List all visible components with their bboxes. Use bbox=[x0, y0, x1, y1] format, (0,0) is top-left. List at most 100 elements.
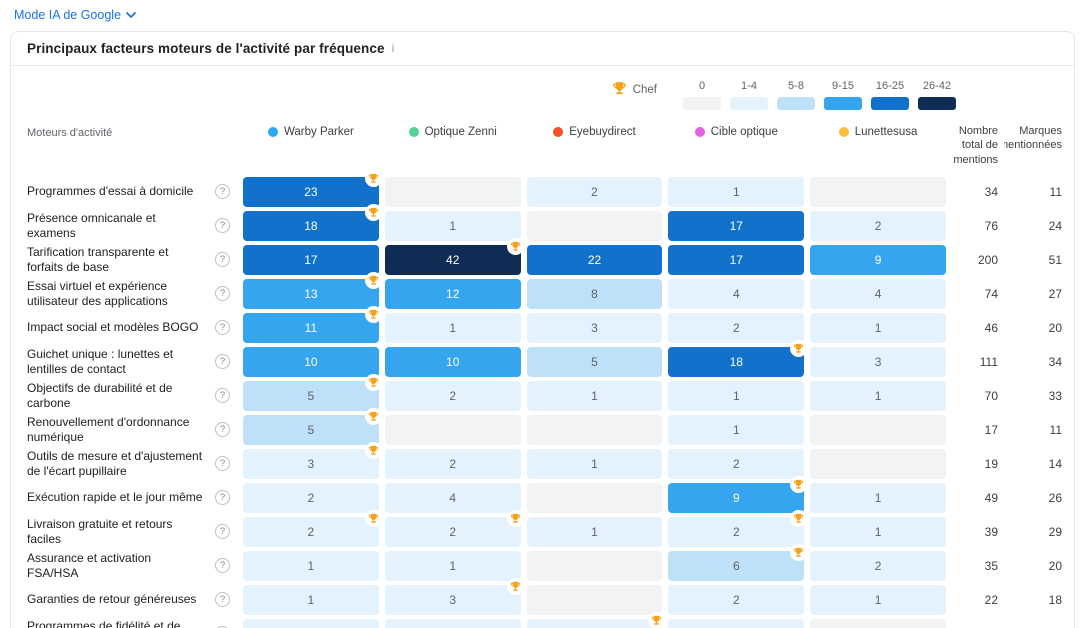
card-title-row: Principaux facteurs moteurs de l'activit… bbox=[11, 32, 1074, 66]
heatmap-cell[interactable] bbox=[384, 176, 521, 207]
brands-mentioned-value: 20 bbox=[1048, 558, 1062, 573]
heatmap-cell[interactable]: 1 bbox=[243, 584, 379, 615]
heatmap-cell[interactable]: 12 bbox=[384, 278, 521, 309]
heatmap-cell[interactable]: 1 bbox=[243, 550, 379, 581]
heatmap-cell[interactable]: 2 bbox=[668, 584, 805, 615]
legend-bin-1-4: 1-4 bbox=[730, 80, 768, 110]
help-icon[interactable]: ? bbox=[215, 354, 230, 370]
heatmap-cell[interactable] bbox=[526, 414, 663, 445]
heatmap-cell[interactable]: 1 bbox=[384, 210, 521, 241]
heatmap-cell[interactable]: 17 bbox=[243, 244, 379, 275]
heatmap-cell[interactable]: 11 bbox=[243, 305, 382, 343]
info-icon[interactable]: i bbox=[391, 40, 395, 55]
heatmap-cell[interactable]: 10 bbox=[243, 346, 379, 377]
heatmap-cell[interactable] bbox=[810, 414, 946, 445]
heatmap-cell[interactable]: 18 bbox=[668, 339, 808, 377]
heatmap-cell[interactable]: 4 bbox=[810, 278, 946, 309]
heatmap-cell[interactable] bbox=[810, 176, 946, 207]
heatmap-cell[interactable] bbox=[526, 482, 663, 513]
heatmap-cell[interactable]: 5 bbox=[526, 346, 663, 377]
heatmap-cell[interactable]: 3 bbox=[384, 577, 524, 615]
heatmap-cell[interactable]: 1 bbox=[384, 312, 521, 343]
heatmap-cell[interactable] bbox=[526, 550, 663, 581]
help-icon[interactable]: ? bbox=[215, 320, 230, 336]
heatmap-cell[interactable]: 1 bbox=[243, 618, 379, 628]
help-icon[interactable]: ? bbox=[215, 524, 230, 540]
help-icon[interactable]: ? bbox=[215, 592, 230, 608]
heatmap-cell[interactable]: 1 bbox=[526, 516, 663, 547]
heatmap-cell[interactable]: 1 bbox=[526, 448, 663, 479]
heatmap-cell[interactable]: 8 bbox=[526, 278, 663, 309]
help-icon[interactable]: ? bbox=[215, 456, 230, 472]
google-ai-mode-dropdown[interactable]: Mode IA de Google bbox=[14, 8, 136, 22]
heatmap-cell[interactable]: 1 bbox=[384, 550, 521, 581]
legend-bin-5-8: 5-8 bbox=[777, 80, 815, 110]
heatmap-cell[interactable]: 1 bbox=[810, 516, 946, 547]
heatmap-cell[interactable]: 10 bbox=[384, 346, 521, 377]
heatmap-cell[interactable]: 1 bbox=[810, 380, 946, 411]
heatmap-cell[interactable]: 1 bbox=[810, 482, 946, 513]
heatmap-cell[interactable]: 3 bbox=[526, 312, 663, 343]
heatmap-cell[interactable] bbox=[526, 584, 663, 615]
heatmap-cell[interactable]: 1 bbox=[668, 618, 805, 628]
heatmap-cell[interactable]: 1 bbox=[668, 380, 805, 411]
heatmap-cell[interactable] bbox=[810, 448, 946, 479]
heatmap-cell[interactable]: 1 bbox=[384, 618, 521, 628]
help-icon[interactable]: ? bbox=[215, 286, 230, 302]
heatmap-cell[interactable] bbox=[384, 414, 521, 445]
leader-trophy-icon bbox=[364, 305, 382, 323]
help-icon[interactable]: ? bbox=[215, 184, 230, 200]
heatmap-cell[interactable]: 3 bbox=[810, 346, 946, 377]
total-mentions-value: 35 bbox=[984, 558, 998, 573]
help-icon[interactable]: ? bbox=[215, 490, 230, 506]
heatmap-cell[interactable]: 2 bbox=[668, 312, 805, 343]
driver-label: Essai virtuel et expérience utilisateur … bbox=[27, 278, 168, 308]
heatmap-cell[interactable]: 42 bbox=[384, 237, 524, 275]
heatmap-cell[interactable]: 2 bbox=[526, 611, 666, 628]
cell-value: 6 bbox=[732, 558, 740, 573]
heatmap-cell[interactable]: 23 bbox=[243, 169, 382, 207]
heatmap-cell[interactable]: 4 bbox=[668, 278, 805, 309]
brand-name: Lunettesusa bbox=[854, 126, 918, 138]
heatmap-cell[interactable]: 1 bbox=[810, 584, 946, 615]
heatmap-cell[interactable]: 2 bbox=[810, 210, 946, 241]
heatmap-cell[interactable]: 4 bbox=[384, 482, 521, 513]
heatmap-cell[interactable]: 18 bbox=[243, 203, 382, 241]
help-icon[interactable]: ? bbox=[215, 218, 230, 234]
heatmap-cell[interactable]: 2 bbox=[668, 509, 808, 547]
heatmap-cell[interactable]: 6 bbox=[668, 543, 808, 581]
heatmap-cell[interactable]: 9 bbox=[668, 475, 808, 513]
heatmap-cell[interactable]: 1 bbox=[810, 312, 946, 343]
heatmap-cell[interactable]: 9 bbox=[810, 244, 946, 275]
cell-value: 3 bbox=[307, 456, 315, 471]
heatmap-cell[interactable]: 2 bbox=[384, 509, 524, 547]
heatmap-cell[interactable]: 17 bbox=[668, 244, 805, 275]
heatmap-cell[interactable]: 2 bbox=[810, 550, 946, 581]
heatmap-cell[interactable]: 2 bbox=[384, 448, 521, 479]
help-icon[interactable]: ? bbox=[215, 388, 230, 404]
heatmap-cell[interactable] bbox=[526, 210, 663, 241]
heatmap-cell[interactable]: 2 bbox=[526, 176, 663, 207]
heatmap-cell[interactable]: 2 bbox=[243, 509, 382, 547]
total-mentions-value: 16 bbox=[952, 627, 998, 628]
heatmap-cell[interactable]: 17 bbox=[668, 210, 805, 241]
heatmap-cell[interactable]: 3 bbox=[243, 441, 382, 479]
brands-mentioned-column-header: Marques mentionnées bbox=[1004, 125, 1062, 152]
heatmap-cell[interactable]: 2 bbox=[243, 482, 379, 513]
heatmap-cell[interactable]: 1 bbox=[526, 380, 663, 411]
heatmap-cell[interactable]: 2 bbox=[384, 380, 521, 411]
cell-value: 9 bbox=[874, 252, 882, 267]
help-icon[interactable]: ? bbox=[215, 422, 230, 438]
legend-color-scale: 0 1-4 5-8 9-15 16-25 26-42 bbox=[683, 80, 956, 110]
help-icon[interactable]: ? bbox=[215, 558, 230, 574]
heatmap-cell[interactable]: 13 bbox=[243, 271, 382, 309]
help-icon[interactable]: ? bbox=[215, 252, 230, 268]
heatmap-cell[interactable]: 5 bbox=[243, 373, 382, 411]
driver-label: Renouvellement d'ordonnance numérique bbox=[27, 414, 190, 444]
heatmap-cell[interactable]: 1 bbox=[668, 176, 805, 207]
heatmap-cell[interactable] bbox=[810, 618, 946, 628]
heatmap-cell[interactable]: 5 bbox=[243, 407, 382, 445]
heatmap-cell[interactable]: 22 bbox=[526, 244, 663, 275]
heatmap-cell[interactable]: 1 bbox=[668, 414, 805, 445]
heatmap-cell[interactable]: 2 bbox=[668, 448, 805, 479]
